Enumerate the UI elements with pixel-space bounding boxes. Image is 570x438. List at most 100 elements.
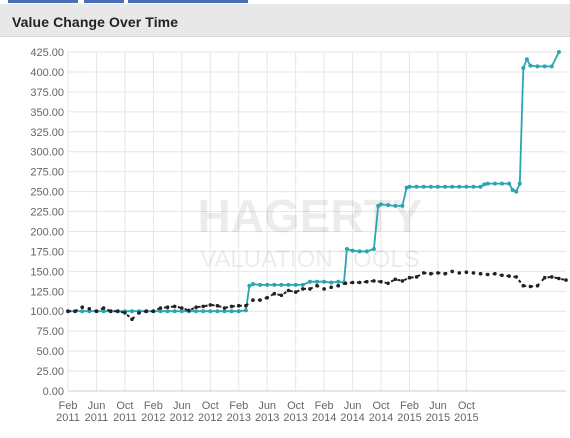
data-point-solid [556,50,561,54]
data-point-dashed [315,283,319,288]
y-tick-label: 200.00 [30,226,64,238]
data-point-solid [435,184,440,189]
data-point-solid [364,249,369,254]
data-point-solid [414,184,419,189]
data-point-solid [350,248,355,253]
data-point-dashed [130,317,134,322]
data-point-dashed [478,271,483,276]
x-tick-month: Feb [400,400,419,412]
y-tick-label: 250.00 [30,187,64,199]
data-point-dashed [165,305,170,310]
x-tick-year: 2011 [113,412,137,424]
data-point-dashed [208,303,213,307]
data-point-solid [322,279,327,284]
data-point-solid [258,282,263,287]
data-point-solid [165,309,170,314]
x-tick-month: Feb [229,400,248,412]
data-point-dashed [101,306,106,310]
data-point-dashed [485,272,490,277]
data-point-dashed [507,274,511,278]
data-point-dashed [94,309,99,314]
x-tick-year: 2011 [56,412,80,424]
watermark-tagline: VALUATION TOOLS [200,246,420,273]
data-point-solid [315,279,319,284]
data-point-dashed [286,288,291,293]
data-point-dashed [357,280,362,285]
data-point-solid [336,279,341,284]
data-point-solid [307,279,312,284]
data-point-solid [286,282,291,287]
data-point-dashed [137,311,141,315]
data-point-dashed [514,275,518,279]
data-point-dashed [215,303,220,308]
data-point-solid [215,309,220,314]
data-point-dashed [144,309,149,314]
data-point-dashed [436,271,440,275]
data-point-dashed [429,271,433,276]
data-point-dashed [322,287,326,291]
data-point-dashed [450,269,455,274]
data-point-solid [521,66,526,70]
data-point-dashed [464,270,469,274]
y-tick-label: 300.00 [30,147,64,159]
x-tick-month: Jun [173,400,191,412]
data-point-solid [194,309,199,314]
chart-grid [67,51,566,392]
hagerty-watermark: HAGERTY VALUATION TOOLS [198,190,423,273]
data-point-solid [265,282,270,287]
data-point-solid [300,282,305,287]
data-point-dashed [301,287,305,291]
data-point-dashed [279,293,284,298]
value-change-chart: HAGERTY VALUATION TOOLS 0.00 25.00 50.00 75… [30,47,568,424]
y-tick-label: 400.00 [30,67,64,79]
data-point-dashed [329,285,334,290]
data-point-dashed [151,309,156,314]
y-tick-label: 425.00 [30,47,64,59]
data-point-dashed [73,309,77,314]
x-tick-year: 2014 [369,412,393,424]
data-point-solid [482,182,487,187]
series-dashed [66,269,568,322]
data-point-solid [500,181,504,186]
x-tick-month: Jun [344,400,362,412]
data-point-solid [524,57,529,62]
data-point-dashed [87,307,92,311]
data-point-solid [293,282,298,287]
data-point-solid [279,282,284,287]
data-point-dashed [535,283,540,288]
data-point-solid [510,188,515,192]
data-point-dashed [172,304,177,309]
data-point-dashed [421,271,426,275]
data-point-solid [179,309,184,314]
data-point-dashed [350,280,355,285]
y-tick-label: 225.00 [30,207,64,219]
data-point-dashed [443,271,447,276]
y-tick-label: 325.00 [30,127,64,139]
data-point-dashed [379,279,383,284]
top-strip [0,0,570,4]
data-point-dashed [222,306,227,310]
x-tick-year: 2013 [255,412,279,424]
data-point-dashed [258,298,262,302]
data-point-dashed [521,283,526,288]
data-point-dashed [116,309,120,314]
x-tick-year: 2011 [85,412,109,424]
x-tick-month: Feb [59,400,78,412]
data-point-dashed [400,279,405,283]
x-tick-month: Feb [315,400,334,412]
x-tick-year: 2015 [426,412,450,424]
series-layer [66,50,568,322]
y-tick-label: 25.00 [36,366,64,378]
x-tick-month: Oct [458,400,475,412]
chart-title: Value Change Over Time [12,14,179,30]
data-point-solid [407,184,412,189]
data-point-solid [80,309,85,314]
x-tick-month: Oct [287,400,304,412]
data-point-solid [243,308,248,313]
x-tick-month: Oct [372,400,389,412]
x-tick-year: 2013 [227,412,251,424]
x-axis: Feb2011Jun2011Oct2011Feb2012Jun2012Oct20… [56,400,478,424]
data-point-dashed [229,304,234,309]
data-point-dashed [493,271,497,276]
y-tick-label: 100.00 [30,306,64,318]
